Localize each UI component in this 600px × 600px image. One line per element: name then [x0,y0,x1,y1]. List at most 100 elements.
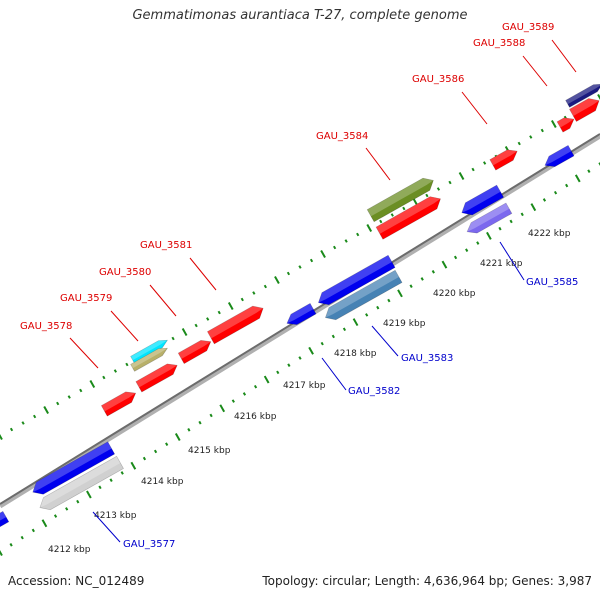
lower-tick-row [520,212,524,217]
gene-gau-3588a [556,117,575,133]
lower-tick-row [31,528,35,533]
gene-gau-3588-highlight [569,98,600,116]
upper-tick-row [67,395,71,399]
gene-gau-3584b-highlight [376,196,441,234]
lower-tick-row [53,514,58,518]
label-gau-3585-leader [499,241,525,281]
gene-gau-3583 [325,269,403,321]
gene-gau-3588 [569,98,600,122]
upper-tick-row [597,94,600,101]
lower-tick-row [130,461,137,470]
lower-tick-row [153,449,158,454]
lower-tick-row [365,313,369,317]
upper-tick-row [286,271,291,276]
upper-tick-row [171,336,175,341]
kbp-label: 4214 kbp [141,477,184,487]
gene-gau-3584-highlight [367,178,434,217]
upper-tick-row [194,323,198,328]
label-gau-3586-leader [461,91,488,125]
lower-tick-row [574,174,581,183]
label-gau-3589-leader [551,39,577,73]
label-gau-3583-leader [371,325,399,357]
lower-tick-row [308,346,314,355]
lower-tick-row [219,404,226,413]
label-gau-3586: GAU_3586 [412,74,464,85]
gene-gau-3581 [207,305,264,345]
kbp-label: 4221 kbp [480,259,523,269]
upper-tick-row [458,172,465,180]
lower-tick-row [498,226,502,231]
label-gau-3582-leader [321,357,347,391]
lower-tick-row [165,442,169,447]
lower-tick-row [509,219,513,224]
gene-gau-3582a-highlight [286,303,314,324]
upper-tick-row [483,161,487,165]
gene-gau-3585 [466,202,513,234]
genome-summary-text: Topology: circular; Length: 4,636,964 bp… [262,574,592,588]
gene-gau-3583-highlight [325,270,399,318]
upper-tick-row [356,232,360,237]
upper-tick-row [206,317,210,321]
label-gau-3585: GAU_3585 [526,277,578,288]
upper-tick-row [298,265,302,269]
lower-tick-row [263,375,270,384]
lower-tick-row [376,305,380,310]
upper-tick-row [471,167,475,172]
lower-tick-row [120,471,124,475]
upper-tick-row [390,213,394,217]
kbp-label: 4213 kbp [94,511,137,521]
gene-minus-edge [0,510,10,528]
upper-tick-row [56,401,60,406]
label-gau-3588: GAU_3588 [473,38,525,49]
gene-gau-3587-highlight [544,145,572,166]
lower-tick-row [0,549,3,556]
gene-gau-3586-highlight [489,149,518,166]
label-gau-3577-leader [92,511,121,543]
upper-tick-row [227,302,234,310]
gene-gau-3584b [375,196,441,240]
lower-tick-row [387,298,391,303]
lower-tick-row [465,248,469,253]
upper-tick-row [436,187,441,191]
lower-tick-row [209,413,213,418]
kbp-label: 4215 kbp [188,446,231,456]
accession-text: Accession: NC_012489 [8,574,145,588]
kbp-label: 4220 kbp [433,289,476,299]
lower-tick-row [476,241,480,245]
upper-tick-row [366,224,373,232]
gene-gau-3580 [135,363,178,393]
gene-gau-3579-highlight [130,340,168,361]
upper-tick-row [0,433,3,440]
upper-tick-row [333,245,337,250]
lower-tick-row [431,269,435,274]
gene-gau-3579-lower [130,347,169,372]
upper-tick-row [43,406,49,414]
lower-tick-row [587,169,591,173]
lower-tick-row [553,190,558,195]
lower-tick-row [109,478,113,482]
gene-minus-edge-highlight [0,511,7,521]
upper-tick-row [240,297,244,302]
lower-tick-row [420,277,424,281]
label-gau-3582: GAU_3582 [348,386,400,397]
label-gau-3579-leader [110,310,139,342]
lower-tick-row [565,183,569,188]
gene-gau-3585-highlight [467,202,510,232]
upper-tick-row [517,141,521,146]
label-gau-3581-leader [189,257,217,291]
lower-tick-row [41,519,48,528]
upper-tick-row [79,388,83,393]
lower-tick-row [453,255,458,260]
lower-tick-row [65,507,69,511]
upper-tick-row [379,219,383,224]
upper-tick-row [425,193,429,198]
label-gau-3577: GAU_3577 [123,539,175,550]
upper-tick-row [540,128,544,133]
gene-gau-3589-highlight [565,84,600,105]
gene-gau-3584c [461,184,505,216]
gene-gau-3582-highlight [318,255,392,303]
gene-gau-3578 [100,391,137,417]
upper-tick-row [102,375,106,380]
gene-gau-3578-highlight [101,391,136,412]
